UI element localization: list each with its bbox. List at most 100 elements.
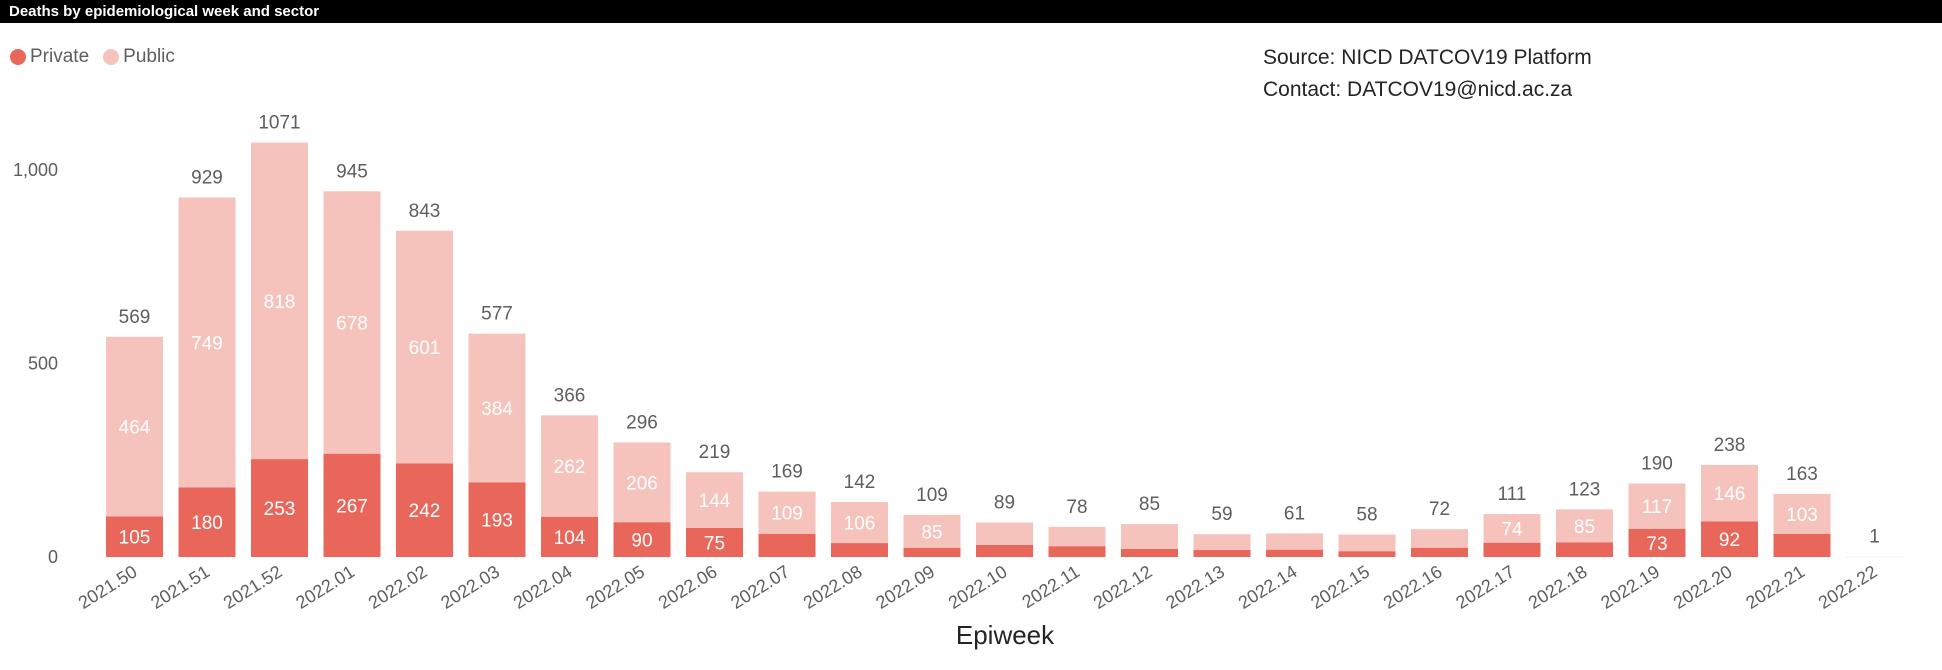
bar-group[interactable]: 180 749 929: [178, 167, 236, 557]
bar-group[interactable]: 72: [1411, 499, 1468, 557]
bar-public[interactable]: [396, 230, 453, 464]
bar-public[interactable]: [831, 502, 888, 544]
public-value-label: 262: [554, 457, 586, 478]
bar-private[interactable]: [1556, 542, 1613, 557]
bar-group[interactable]: 267 678 945: [323, 161, 381, 557]
bar-group[interactable]: 105 464 569: [106, 307, 163, 557]
bar-group[interactable]: 1: [1846, 527, 1903, 558]
bar-private[interactable]: [178, 487, 236, 557]
legend-label-private: Private: [30, 46, 90, 67]
bar-public[interactable]: [1701, 464, 1758, 522]
bar-group[interactable]: 90 206 296: [613, 412, 671, 557]
bar-public[interactable]: [1773, 493, 1831, 534]
bar-public[interactable]: [1338, 534, 1396, 552]
bar-group[interactable]: 85 123: [1556, 479, 1613, 557]
bar-private[interactable]: [686, 527, 743, 557]
legend-marker-public: [103, 49, 120, 65]
total-value-label: 190: [1641, 453, 1673, 474]
bar-group[interactable]: 242 601 843: [396, 201, 453, 557]
bar-private[interactable]: [323, 453, 381, 557]
bar-group[interactable]: 104 262 366: [541, 385, 598, 557]
bar-public[interactable]: [613, 442, 671, 523]
bar-private[interactable]: [396, 463, 453, 557]
bar-public[interactable]: [1048, 526, 1106, 547]
bar-private[interactable]: [613, 522, 671, 557]
legend-item-public[interactable]: Public: [103, 46, 175, 68]
bar-public[interactable]: [323, 191, 381, 454]
bar-group[interactable]: 103 163: [1773, 464, 1831, 557]
total-value-label: 296: [626, 412, 658, 433]
bar-public[interactable]: [686, 472, 743, 528]
public-value-label: 464: [119, 418, 151, 439]
bar-public[interactable]: [106, 336, 163, 517]
bar-group[interactable]: 58: [1338, 505, 1396, 557]
bar-public[interactable]: [1846, 556, 1903, 558]
bar-private[interactable]: [903, 547, 961, 557]
bar-private[interactable]: [1266, 549, 1323, 557]
bar-private[interactable]: [1773, 533, 1831, 557]
bar-public[interactable]: [976, 522, 1033, 546]
bar-private[interactable]: [976, 545, 1033, 557]
x-tick-label: 2022.20: [1670, 561, 1736, 612]
source-line: Source: NICD DATCOV19 Platform: [1263, 46, 1592, 69]
bar-private[interactable]: [541, 516, 598, 557]
bar-group[interactable]: 78: [1048, 497, 1106, 557]
x-tick-label: 2022.12: [1090, 561, 1156, 612]
bar-group[interactable]: 109 169: [758, 462, 816, 557]
bar-public[interactable]: [468, 333, 526, 483]
bar-private[interactable]: [1048, 546, 1106, 557]
bar-private[interactable]: [1193, 550, 1251, 557]
total-value-label: 366: [554, 385, 586, 406]
x-tick-label: 2022.07: [727, 561, 793, 612]
bar-group[interactable]: 253 818 1071: [251, 113, 308, 557]
bar-private[interactable]: [1628, 528, 1686, 557]
bar-group[interactable]: 85: [1121, 494, 1178, 557]
legend-item-private[interactable]: Private: [10, 46, 89, 68]
bar-group[interactable]: 193 384 577: [468, 304, 526, 557]
bar-private[interactable]: [831, 543, 888, 557]
bar-group[interactable]: 92 146 238: [1701, 435, 1758, 557]
bar-public[interactable]: [178, 197, 236, 488]
bar-private[interactable]: [1483, 542, 1541, 557]
private-value-label: 242: [409, 501, 441, 522]
bar-group[interactable]: 85 109: [903, 485, 961, 557]
x-tick-label: 2022.02: [365, 561, 431, 612]
legend-marker-private: [10, 49, 26, 65]
bar-public[interactable]: [1121, 524, 1178, 549]
bar-group[interactable]: 73 117 190: [1628, 453, 1686, 557]
bar-public[interactable]: [541, 415, 598, 517]
bar-public[interactable]: [1266, 533, 1323, 550]
contact-line: Contact: DATCOV19@nicd.ac.za: [1263, 78, 1573, 101]
x-tick-label: 2022.05: [582, 561, 648, 612]
bar-group[interactable]: 74 111: [1483, 484, 1541, 557]
y-axis: 0 500 1,000: [13, 160, 58, 567]
bar-private[interactable]: [1121, 548, 1178, 557]
bar-public[interactable]: [251, 142, 308, 460]
bar-group[interactable]: 75 144 219: [686, 442, 743, 557]
bar-group[interactable]: 59: [1193, 504, 1251, 557]
bar-public[interactable]: [758, 491, 816, 534]
bar-group[interactable]: 89: [976, 493, 1033, 557]
x-tick-label: 2022.06: [655, 561, 721, 612]
bar-public[interactable]: [1193, 534, 1251, 551]
bar-private[interactable]: [1338, 551, 1396, 557]
total-value-label: 78: [1066, 497, 1087, 518]
bar-private[interactable]: [468, 482, 526, 557]
bar-private[interactable]: [1701, 521, 1758, 557]
bar-public[interactable]: [1483, 514, 1541, 543]
bar-private[interactable]: [1411, 547, 1468, 557]
y-tick-label: 1,000: [13, 160, 58, 180]
bar-public[interactable]: [903, 514, 961, 548]
bar-group[interactable]: 61: [1266, 503, 1323, 557]
total-value-label: 1071: [258, 113, 300, 134]
bar-private[interactable]: [251, 459, 308, 557]
bar-private[interactable]: [758, 533, 816, 557]
bar-group[interactable]: 106 142: [831, 472, 888, 557]
public-value-label: 384: [481, 399, 513, 420]
y-tick-label: 0: [48, 547, 58, 567]
bar-public[interactable]: [1556, 509, 1613, 543]
bar-public[interactable]: [1411, 529, 1468, 548]
x-tick-label: 2022.18: [1525, 561, 1591, 612]
bar-private[interactable]: [106, 516, 163, 557]
bar-public[interactable]: [1628, 483, 1686, 529]
